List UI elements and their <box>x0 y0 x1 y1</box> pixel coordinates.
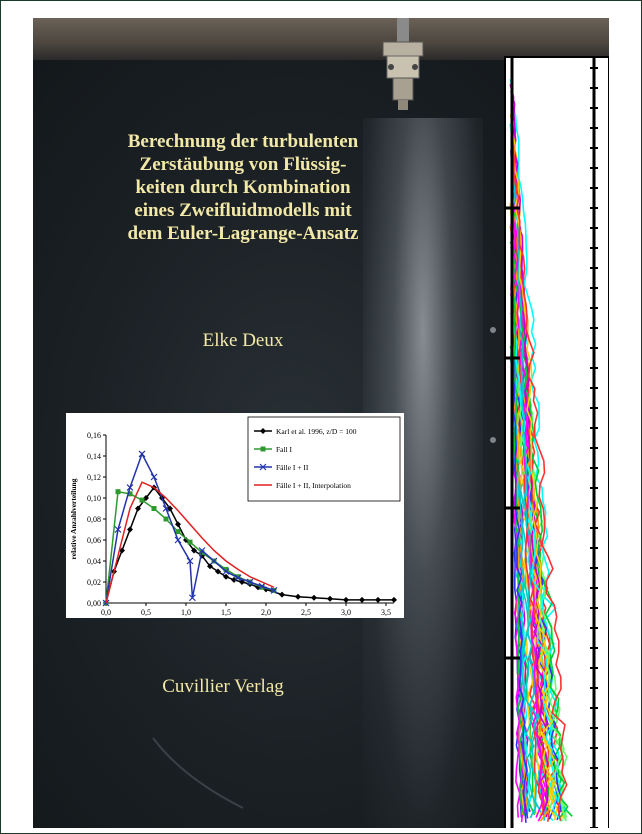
data-point <box>175 529 181 535</box>
series-line <box>105 452 275 604</box>
legend-marker <box>259 463 267 471</box>
data-point <box>210 557 218 565</box>
legend-label: Fälle I + II, Interpolation <box>276 481 351 490</box>
data-point <box>135 505 141 512</box>
data-point <box>187 539 193 545</box>
droplet-trajectory-plot <box>504 56 609 828</box>
title-line: Zerstäubung von Flüssig- <box>139 154 347 175</box>
legend-marker <box>260 446 266 452</box>
title-line: keiten durch Kombination <box>135 177 351 198</box>
data-point <box>127 526 133 533</box>
data-point <box>151 506 157 511</box>
data-point <box>115 489 121 495</box>
legend-label: Fälle I + II <box>276 463 309 472</box>
data-point <box>186 557 194 565</box>
x-tick-label: 2,0 <box>261 608 271 617</box>
data-point <box>259 584 265 590</box>
data-point <box>246 578 254 586</box>
data-point <box>127 491 133 497</box>
background-specks <box>152 327 496 809</box>
y-tick-label: 0,02 <box>87 578 101 587</box>
distribution-chart-svg: 0,00 0,02 0,04 0,06 0,08 0,10 0,12 0,14 0,16 0,0 0… <box>69 416 401 629</box>
data-point <box>223 566 229 572</box>
chart-legend <box>247 416 401 502</box>
data-point <box>150 473 158 481</box>
legend-marker <box>260 428 266 434</box>
data-point <box>191 547 197 554</box>
x-tick-label: 1,0 <box>181 608 191 617</box>
data-point <box>263 586 269 593</box>
data-point <box>215 568 221 575</box>
x-tick-label: 2,5 <box>301 608 311 617</box>
trajectory-line <box>510 316 563 822</box>
data-point <box>223 573 229 580</box>
legend-label: Fall I <box>276 445 293 454</box>
trajectory-line <box>510 349 529 819</box>
series-line <box>105 490 275 604</box>
data-point <box>222 568 230 575</box>
trajectory-line <box>512 148 568 821</box>
data-point <box>139 497 145 503</box>
data-point <box>198 547 206 554</box>
data-point <box>114 526 122 533</box>
background-wall-top <box>33 18 609 60</box>
y-tick-label: 0,06 <box>87 536 101 545</box>
title-line: Berechnung der turbulenten <box>127 131 359 152</box>
legend-label: Karl et al. 1996, z/D = 100 <box>276 427 357 436</box>
title-line: dem Euler-Lagrange-Ansatz <box>127 223 359 244</box>
trajectory-line <box>510 351 562 821</box>
y-tick-label: 0,08 <box>87 515 101 524</box>
y-tick-label: 0,04 <box>87 557 101 566</box>
data-point <box>175 521 181 528</box>
y-axis-label: relative Anzahlverteilung <box>69 478 78 559</box>
data-point <box>258 582 266 590</box>
data-point <box>174 536 182 544</box>
series-line <box>105 481 275 604</box>
data-point <box>207 563 213 570</box>
data-point <box>163 516 169 522</box>
data-point <box>138 450 146 458</box>
data-point <box>234 574 242 582</box>
y-tick-label: 0,16 <box>87 431 101 440</box>
x-tick-label: 1,5 <box>221 608 231 617</box>
data-point <box>375 596 381 603</box>
data-point <box>311 594 317 601</box>
x-tick-label: 0,5 <box>141 608 151 617</box>
spray-nozzle-image <box>382 18 424 110</box>
publisher-name: Cuvillier Verlag <box>162 676 284 697</box>
x-tick-label: 3,0 <box>341 608 351 617</box>
y-tick-label: 0,12 <box>87 473 101 482</box>
data-point <box>167 505 173 512</box>
distribution-chart: 0,00 0,02 0,04 0,06 0,08 0,10 0,12 0,14 0,16 0,0 0… <box>66 413 404 629</box>
data-point <box>126 484 134 491</box>
data-point <box>327 595 333 602</box>
data-point <box>391 596 397 603</box>
author-name: Elke Deux <box>202 330 284 351</box>
y-tick-label: 0,14 <box>87 452 101 461</box>
data-point <box>270 586 278 594</box>
y-tick-label: 0,00 <box>87 599 101 608</box>
data-point <box>343 596 349 603</box>
book-title: Berechnung der turbulenten Zerstäubung v… <box>73 130 413 245</box>
data-point <box>279 591 285 598</box>
data-point <box>359 596 365 603</box>
data-point <box>188 594 196 602</box>
data-point <box>235 574 241 580</box>
x-tick-label: 0,0 <box>101 608 111 617</box>
book-cover: Berechnung der turbulenten Zerstäubung v… <box>33 18 609 828</box>
data-point <box>162 505 170 512</box>
data-point <box>119 547 125 554</box>
title-line: eines Zweifluidmodells mit <box>134 200 352 221</box>
trajectory-lines <box>506 58 598 828</box>
data-point <box>295 593 301 600</box>
y-tick-label: 0,10 <box>87 494 101 503</box>
x-tick-label: 3,5 <box>381 608 391 617</box>
